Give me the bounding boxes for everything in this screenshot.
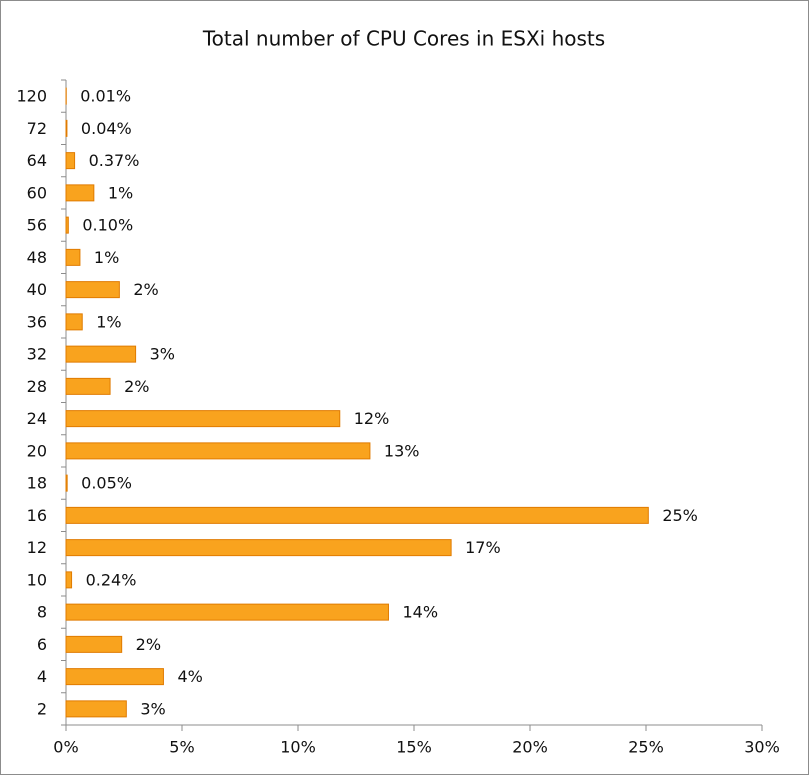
y-tick-label: 10 <box>27 570 47 589</box>
y-tick-label: 6 <box>37 635 47 654</box>
y-tick-label: 32 <box>27 345 47 364</box>
x-tick-label: 30% <box>744 738 780 757</box>
value-label: 14% <box>402 603 438 622</box>
value-label: 4% <box>177 667 202 686</box>
y-tick-label: 24 <box>27 409 47 428</box>
y-tick-label: 28 <box>27 377 47 396</box>
value-label: 25% <box>662 506 698 525</box>
value-label: 0.01% <box>80 87 131 106</box>
x-tick-label: 0% <box>53 738 78 757</box>
bar <box>65 248 81 266</box>
value-label: 1% <box>96 312 121 331</box>
y-tick-label: 20 <box>27 441 47 460</box>
value-label: 0.37% <box>89 151 140 170</box>
y-tick-label: 16 <box>27 506 47 525</box>
y-tick-label: 12 <box>27 538 47 557</box>
y-tick-label: 40 <box>27 280 47 299</box>
y-tick-label: 36 <box>27 312 47 331</box>
bar <box>65 152 76 170</box>
value-label: 1% <box>108 183 133 202</box>
bar <box>65 539 452 557</box>
bar <box>65 474 68 492</box>
x-tick-label: 25% <box>628 738 664 757</box>
value-label: 3% <box>140 699 165 718</box>
bar <box>65 184 95 202</box>
bar <box>65 119 68 137</box>
value-label: 12% <box>354 409 390 428</box>
y-tick-label: 60 <box>27 183 47 202</box>
y-tick-label: 2 <box>37 699 47 718</box>
y-tick-label: 4 <box>37 667 47 686</box>
value-label: 0.04% <box>81 119 132 138</box>
y-tick-label: 72 <box>27 119 47 138</box>
value-label: 1% <box>94 248 119 267</box>
value-label: 0.10% <box>82 216 133 235</box>
x-tick-label: 10% <box>280 738 316 757</box>
bar <box>65 377 111 395</box>
bar <box>65 603 389 621</box>
x-tick-label: 20% <box>512 738 548 757</box>
bar <box>65 281 120 299</box>
y-tick-label: 120 <box>16 87 47 106</box>
bar <box>65 442 371 460</box>
value-label: 2% <box>124 377 149 396</box>
bar <box>65 700 127 718</box>
bar <box>65 345 137 363</box>
bar <box>65 668 164 686</box>
bar <box>65 571 73 589</box>
x-tick-label: 5% <box>169 738 194 757</box>
value-label: 13% <box>384 441 420 460</box>
y-tick-label: 64 <box>27 151 47 170</box>
value-label: 0.24% <box>86 570 137 589</box>
value-label: 17% <box>465 538 501 557</box>
y-tick-label: 56 <box>27 216 47 235</box>
x-tick-label: 15% <box>396 738 432 757</box>
chart-title: Total number of CPU Cores in ESXi hosts <box>202 27 605 51</box>
bar <box>65 635 123 653</box>
y-tick-label: 18 <box>27 474 47 493</box>
bar <box>65 410 341 428</box>
bar <box>65 313 83 331</box>
value-label: 3% <box>150 345 175 364</box>
bar <box>65 506 649 524</box>
value-label: 2% <box>136 635 161 654</box>
y-tick-label: 8 <box>37 603 47 622</box>
value-label: 2% <box>133 280 158 299</box>
value-label: 0.05% <box>81 474 132 493</box>
bar <box>65 216 69 234</box>
y-tick-label: 48 <box>27 248 47 267</box>
